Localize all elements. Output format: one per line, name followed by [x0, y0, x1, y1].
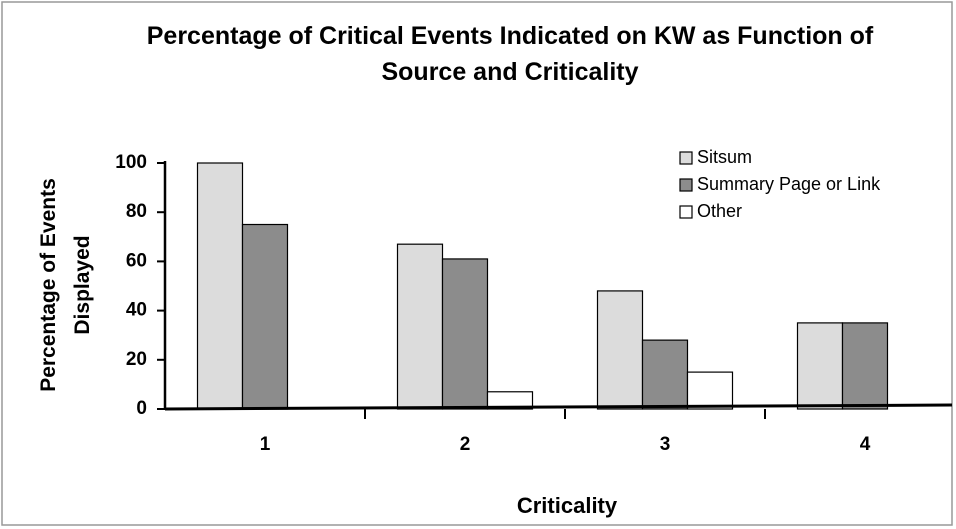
legend-label: Other: [697, 201, 742, 221]
y-tick-label: 60: [126, 250, 147, 271]
x-tick-label: 3: [660, 434, 671, 455]
legend-swatch: [679, 205, 693, 219]
y-axis-label: Percentage of Events Displayed: [37, 178, 94, 392]
bar: [241, 223, 289, 410]
y-tick-label: 0: [136, 398, 147, 419]
legend-swatch: [679, 178, 693, 192]
bar: [596, 290, 644, 410]
x-tick-label: 1: [260, 434, 271, 455]
x-axis-label: Criticality: [517, 493, 618, 518]
legend-label: Summary Page or Link: [697, 174, 881, 194]
y-tick-label: 40: [126, 300, 147, 321]
legend-swatch: [679, 151, 693, 165]
x-tick-label: 2: [460, 434, 471, 455]
legend-label: Sitsum: [697, 147, 752, 167]
chart-title: Percentage of Critical Events Indicated …: [146, 22, 874, 86]
y-tick-label: 20: [126, 349, 147, 370]
bar: [841, 322, 889, 410]
bar: [396, 243, 444, 410]
x-axis: [164, 403, 953, 411]
bar: [196, 162, 244, 410]
y-tick-label: 80: [126, 201, 147, 222]
bar: [796, 322, 844, 410]
bar: [441, 258, 489, 410]
y-tick-label: 100: [115, 152, 147, 173]
bar: [486, 391, 534, 410]
bar: [641, 339, 689, 410]
bar: [686, 371, 734, 410]
x-tick-label: 4: [860, 434, 871, 455]
